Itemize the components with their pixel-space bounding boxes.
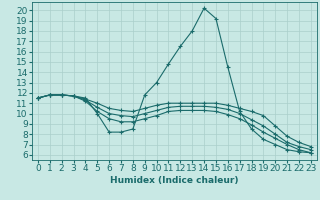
X-axis label: Humidex (Indice chaleur): Humidex (Indice chaleur) xyxy=(110,176,239,185)
